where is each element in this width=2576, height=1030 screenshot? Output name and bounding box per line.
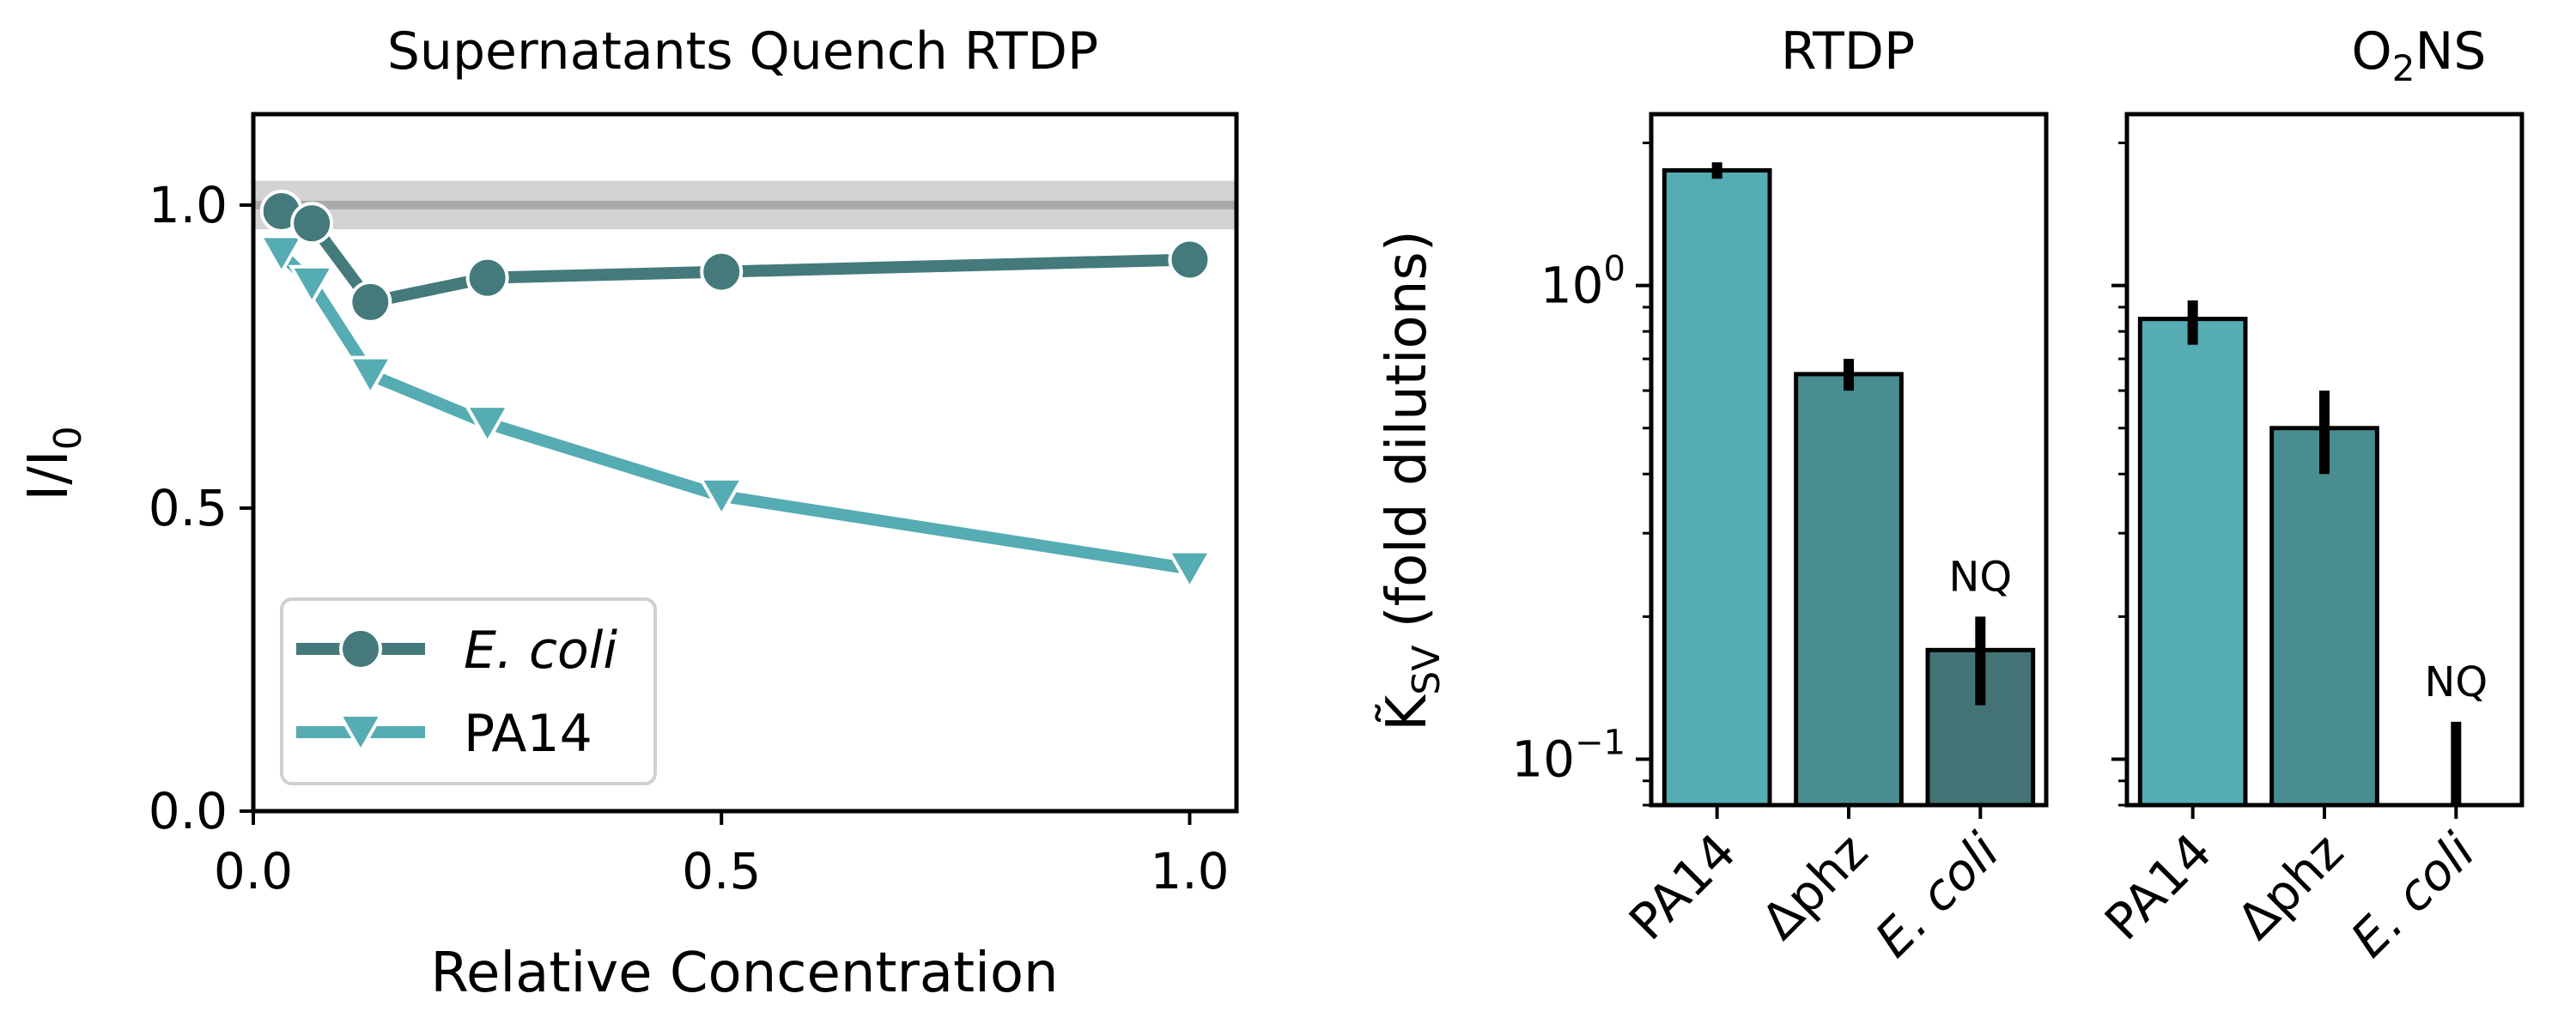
bar-y-label-sub: SV [1405,645,1449,695]
y-tick-mantissa: 10 [1511,730,1575,789]
ecoli-point [465,256,509,300]
y-tick-exponent: 0 [1604,250,1625,289]
ecoli-point [1168,238,1212,282]
category-label: PA14 [1618,822,1747,951]
pa14-point [346,355,394,397]
legend-pa14-marker [337,713,385,755]
line-chart-x-axis-label: Relative Concentration [430,942,1058,1005]
legend-pa14-label: PA14 [464,704,592,764]
line-chart-legend: E. coli PA14 [280,597,657,785]
line-chart-frame [251,112,1239,814]
bar-dphz [2269,426,2379,808]
y-tick-label: 0.5 [149,479,228,537]
line-chart-plot [251,112,1239,814]
line-chart-title: Supernatants Quench RTDP [387,21,1098,82]
bar-pa14 [1662,168,1772,808]
nq-annotation: NQ [2424,658,2488,706]
x-tick-label: 0.0 [214,842,293,900]
bar-dphz [1794,372,1904,808]
category-label: E. coli [2340,822,2487,969]
y-tick-exponent: −1 [1575,724,1625,763]
line-chart-ticks: 0.0 0.5 1.0 0.0 0.5 1.0 [149,176,1230,900]
ecoli-point [349,280,392,324]
y-tick-label: 0.0 [149,782,228,840]
category-label: E. coli [1864,822,2011,969]
x-tick-label: 0.5 [682,842,761,900]
y-tick-label: 10−1 [1511,724,1625,789]
o2ns-title-sub: 2 [2392,47,2415,89]
bar-y-label-main: K̃ [1374,694,1439,731]
nq-annotation: NQ [1948,553,2012,601]
x-tick-label: 1.0 [1150,842,1229,900]
pa14-point [464,404,512,446]
line-chart-panel: Supernatants Quench RTDP 0.0 0.5 1.0 0.0 0.5… [17,21,1239,1005]
bar-chart-rtdp-frame [1649,112,2049,808]
series-line-pa14 [276,249,1191,575]
line-chart-y-axis-label: I/I0 [17,426,90,500]
bar-pa14 [2137,317,2248,808]
category-label: PA14 [2093,822,2222,951]
category-label: Δphz [2226,822,2354,951]
legend-ecoli-marker [339,627,382,670]
line-chart-y-axis-label-main: I/I [17,450,81,500]
pa14-point [258,234,306,276]
o2ns-title-rest: NS [2415,21,2487,82]
y-tick-label: 100 [1540,250,1625,315]
pa14-point [697,476,745,518]
bar-chart-o2ns-title: O2NS [2352,21,2487,89]
line-chart-y-axis-label-sub: 0 [46,426,90,450]
pa14-point [1166,549,1213,591]
bar-chart-y-axis-label: K̃SV (fold dilutions) [1374,230,1449,730]
bar-chart-rtdp-title: RTDP [1781,21,1915,82]
bar-chart-o2ns-frame [2124,112,2524,808]
ecoli-point [290,202,334,245]
y-tick-label: 1.0 [149,176,228,234]
category-label: Δphz [1750,822,1879,951]
ecoli-point [700,250,744,294]
legend-ecoli-label: E. coli [464,621,617,681]
pa14-point [288,264,336,306]
bar-y-label-rest: (fold dilutions) [1376,230,1439,645]
y-tick-mantissa: 10 [1540,257,1604,315]
o2ns-title-main: O [2352,21,2392,82]
line-series-layer [258,189,1213,591]
